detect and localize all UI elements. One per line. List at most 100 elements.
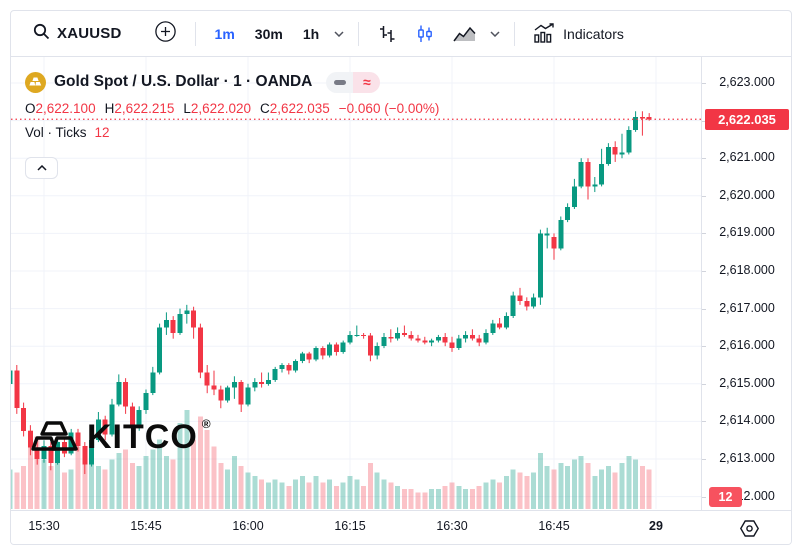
volume-bar: [225, 469, 231, 509]
chart-style-chevron-down-icon[interactable]: [488, 29, 502, 39]
volume-bar: [259, 479, 265, 509]
time-axis-label: 16:30: [436, 519, 468, 533]
volume-bar: [252, 476, 258, 509]
price-axis-label: 2,621.000: [719, 150, 775, 165]
kitco-watermark-text: KITCO: [87, 418, 198, 456]
symbol-search-button[interactable]: XAUUSD: [27, 19, 128, 49]
volume-bar: [320, 482, 326, 509]
price-axis-label: 2,614.000: [719, 413, 775, 428]
candle-body: [388, 336, 394, 339]
chart-style-area-button[interactable]: [447, 20, 482, 48]
time-axis-label: 15:30: [28, 519, 60, 533]
candle-body: [34, 447, 40, 459]
market-status-badge[interactable]: ≈: [353, 71, 381, 93]
candle-body: [163, 319, 169, 328]
volume-bar: [531, 472, 537, 509]
kitco-gold-bars-icon: [31, 421, 78, 451]
time-axis-label: 16:45: [538, 519, 570, 533]
candle-body: [639, 116, 645, 119]
volume-bar: [395, 485, 401, 509]
registered-mark: ®: [201, 417, 211, 431]
bars-chart-icon: [380, 25, 395, 42]
candle-body: [374, 346, 380, 356]
candle-body: [14, 370, 20, 409]
time-axis[interactable]: 15:30 15:45 16:00 16:15 16:30 16:45 29: [11, 510, 791, 544]
timeframe-menu-chevron-down-icon[interactable]: [332, 29, 346, 39]
price-axis-tick: [702, 383, 706, 385]
compare-add-button[interactable]: [148, 16, 183, 52]
volume-bar: [388, 482, 394, 509]
ohlc-row: O2,622.100 H2,622.215 L2,622.020 C2,622.…: [25, 101, 439, 116]
volume-bar: [55, 462, 61, 509]
candle-body: [27, 430, 33, 448]
candle-body: [82, 445, 88, 465]
volume-bar: [544, 466, 550, 509]
price-axis-tick: [702, 158, 706, 160]
volume-bar: [327, 479, 333, 509]
volume-bar: [599, 469, 605, 509]
volume-bar: [408, 489, 414, 509]
candle-body: [95, 419, 101, 441]
candle-body: [143, 393, 149, 411]
candle-body: [75, 432, 81, 446]
price-axis-tick: [702, 195, 706, 197]
candle-body: [381, 336, 387, 347]
candle-body: [55, 442, 61, 463]
volume-bar: [123, 449, 129, 509]
current-price-badge[interactable]: 2,622.035: [705, 109, 789, 130]
price-axis-label: 2,613.000: [719, 451, 775, 465]
volume-bar: [150, 449, 156, 509]
chart-style-candles-button[interactable]: [409, 20, 441, 48]
volume-bar: [129, 462, 135, 509]
change-value: −0.060 (−0.00%): [338, 101, 440, 116]
candle-body: [327, 344, 333, 356]
minimize-legend-toggle[interactable]: [326, 71, 354, 93]
candle-body: [578, 161, 584, 187]
volume-bar: [619, 462, 625, 509]
volume-bar: [163, 456, 169, 509]
volume-bar: [524, 476, 530, 509]
dash-icon: [333, 79, 346, 85]
volume-bar: [157, 439, 163, 509]
toolbar-separator: [358, 21, 360, 46]
chart-style-bars-button[interactable]: [371, 20, 403, 48]
candle-body: [191, 310, 197, 328]
volume-bar: [633, 459, 639, 509]
toolbar-separator: [514, 21, 516, 46]
candle-body: [293, 361, 299, 371]
candle-body: [265, 380, 271, 384]
timeframe-1m-button[interactable]: 1m: [214, 25, 235, 42]
time-axis-label: 29: [649, 519, 663, 533]
candle-body: [626, 130, 632, 153]
chart-widget: XAUUSD 1m 30m 1h Indicators: [10, 10, 792, 545]
kitco-watermark: KITCO ®: [29, 417, 211, 457]
volume-bar: [592, 476, 598, 509]
settings-button[interactable]: [736, 516, 762, 540]
collapse-legend-button[interactable]: [25, 157, 58, 179]
volume-bar: [449, 482, 455, 509]
timeframe-1h-button[interactable]: 1h: [302, 25, 320, 42]
volume-bar: [510, 469, 516, 509]
candle-body: [537, 233, 543, 298]
volume-bar: [286, 485, 292, 509]
volume-bar: [197, 416, 203, 509]
timeframe-30m-button[interactable]: 30m: [254, 25, 283, 42]
candle-body: [592, 184, 598, 187]
candle-body: [585, 161, 591, 187]
volume-bar: [497, 482, 503, 509]
price-axis-tick: [702, 346, 706, 348]
candle-body: [551, 237, 557, 249]
volume-bar: [11, 469, 13, 509]
candle-body: [184, 310, 190, 315]
indicators-button[interactable]: Indicators: [527, 19, 630, 48]
price-axis-label: 2,617.000: [719, 300, 775, 315]
chart-title[interactable]: Gold Spot / U.S. Dollar · 1 · OANDA: [54, 73, 313, 90]
volume-bar: [48, 466, 54, 509]
price-axis[interactable]: 2,622.035 12 2,623.0002,622.0002,621.000…: [702, 57, 791, 544]
price-axis-tick: [702, 496, 706, 498]
toolbar: XAUUSD 1m 30m 1h Indicators: [11, 11, 791, 57]
chart-canvas[interactable]: [11, 57, 701, 509]
price-axis-label: 2,620.000: [719, 187, 775, 202]
volume-bar: [299, 476, 305, 509]
volume-bar: [191, 439, 197, 509]
